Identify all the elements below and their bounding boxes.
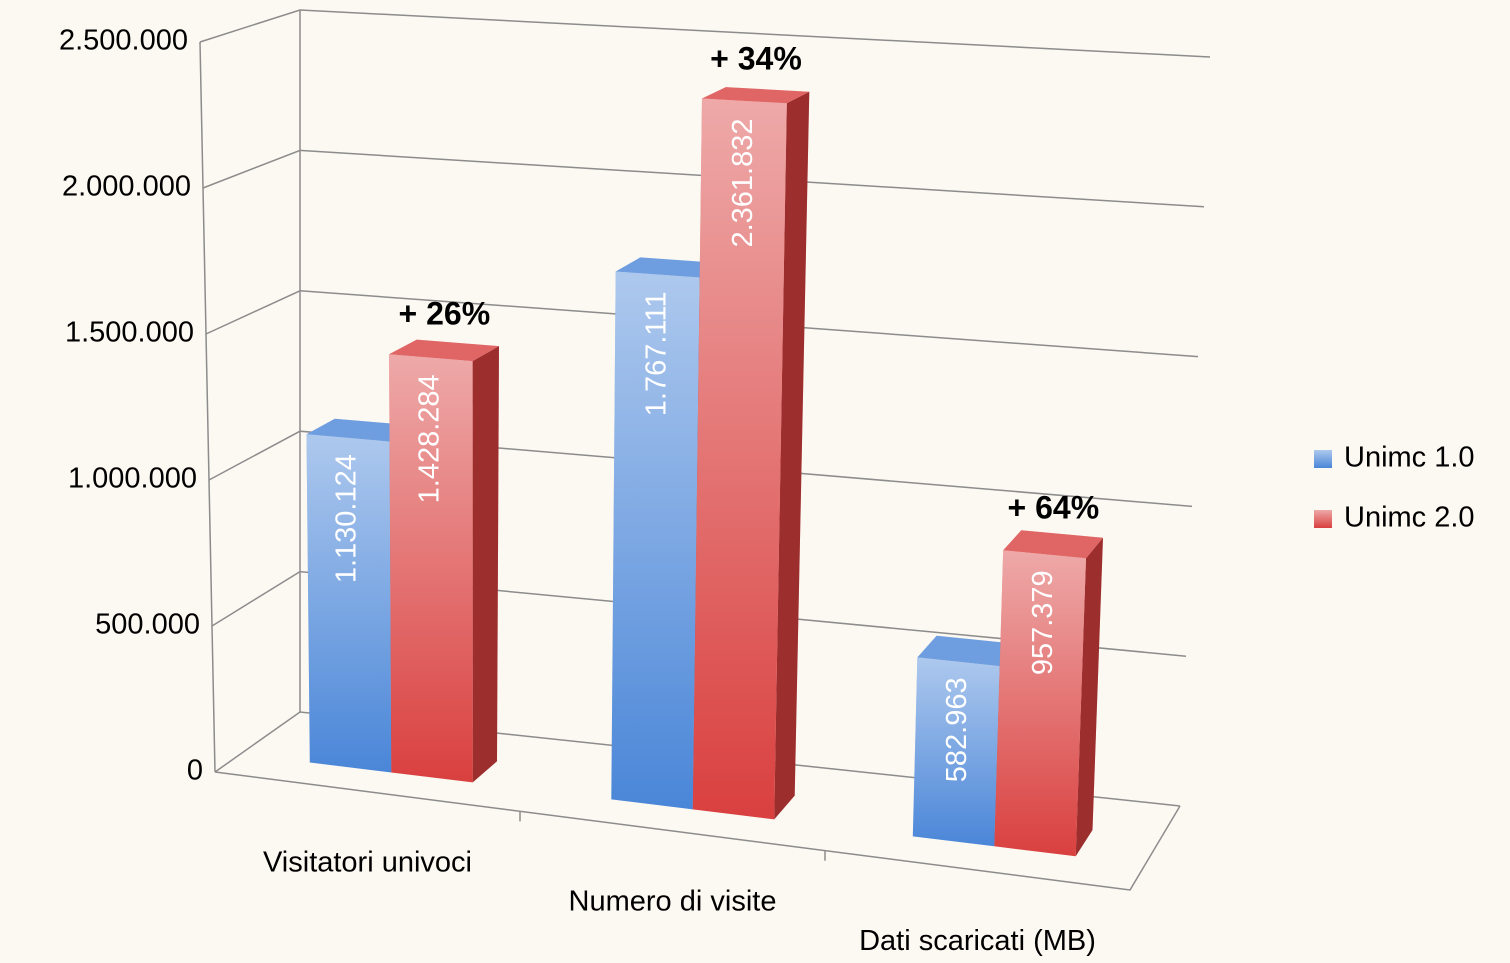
legend-swatch-shine bbox=[1314, 510, 1332, 528]
y-tick-label: 1.000.000 bbox=[68, 463, 197, 495]
legend-label: Unimc 1.0 bbox=[1344, 442, 1475, 474]
x-tick-label: Visitatori univoci bbox=[263, 846, 472, 878]
y-tick-label: 2.500.000 bbox=[59, 25, 188, 57]
y-tick-label: 0 bbox=[187, 755, 203, 787]
value-label: 2.361.832 bbox=[727, 119, 759, 248]
legend-swatch-shine bbox=[1314, 450, 1332, 468]
value-label: 1.767.111 bbox=[640, 291, 672, 416]
value-label: 1.428.284 bbox=[414, 374, 446, 503]
x-tick-label: Numero di visite bbox=[569, 886, 777, 918]
annotation: + 34% bbox=[710, 41, 802, 77]
y-tick-label: 2.000.000 bbox=[62, 171, 191, 203]
y-tick-label: 500.000 bbox=[95, 609, 200, 641]
value-label: 1.130.124 bbox=[331, 454, 363, 583]
annotation: + 64% bbox=[1008, 490, 1100, 526]
x-tick-label: Dati scaricati (MB) bbox=[859, 925, 1096, 957]
grid-line bbox=[200, 10, 1210, 57]
legend-label: Unimc 2.0 bbox=[1344, 502, 1475, 534]
value-label: 582.963 bbox=[941, 677, 973, 782]
value-label: 957.379 bbox=[1027, 570, 1059, 675]
y-tick-label: 1.500.000 bbox=[65, 317, 194, 349]
bar-side-shade bbox=[473, 346, 499, 782]
chart: 0 500.000 1.000.000 1.500.000 2.000.000 2.500… bbox=[0, 0, 1510, 963]
axis-line bbox=[200, 42, 215, 772]
annotation: + 26% bbox=[399, 296, 491, 332]
